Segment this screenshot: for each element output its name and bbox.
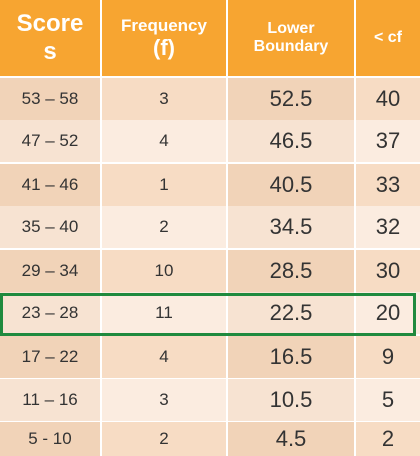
table-row: 17 – 22 4 16.5 9 <box>0 336 420 378</box>
table-row: 29 – 34 10 28.5 30 <box>0 250 420 292</box>
cell-scores: 17 – 22 <box>0 336 100 378</box>
cell-frequency: 2 <box>102 206 226 248</box>
cell-scores: 47 – 52 <box>0 120 100 162</box>
cell-lower-boundary: 22.5 <box>228 292 354 334</box>
cell-frequency: 4 <box>102 336 226 378</box>
table-row: 5 - 10 2 4.5 2 <box>0 422 420 456</box>
cell-less-cf: 40 <box>356 78 420 120</box>
header-less-cf-label: < cf <box>373 28 402 46</box>
cell-lower-boundary: 40.5 <box>228 164 354 206</box>
header-frequency-label: Frequency <box>121 15 207 35</box>
table-row: 41 – 46 1 40.5 33 <box>0 164 420 206</box>
cell-frequency: 1 <box>102 164 226 206</box>
cell-scores: 53 – 58 <box>0 78 100 120</box>
cell-less-cf: 37 <box>356 120 420 162</box>
cell-lower-boundary: 52.5 <box>228 78 354 120</box>
table-header: Score s Frequency (f) Lower Boundary < c… <box>0 0 420 76</box>
table-row: 23 – 28 11 22.5 20 <box>0 292 420 334</box>
cell-less-cf: 2 <box>356 422 420 456</box>
header-frequency: Frequency (f) <box>102 0 226 76</box>
cell-lower-boundary: 10.5 <box>228 379 354 421</box>
cell-lower-boundary: 34.5 <box>228 206 354 248</box>
cell-lower-boundary: 28.5 <box>228 250 354 292</box>
cell-lower-boundary: 4.5 <box>228 422 354 456</box>
cell-frequency: 10 <box>102 250 226 292</box>
cell-less-cf: 20 <box>356 292 420 334</box>
header-scores-label: Score s <box>16 10 84 65</box>
cell-lower-boundary: 46.5 <box>228 120 354 162</box>
header-lower-boundary-label: Lower Boundary <box>253 19 329 55</box>
cell-less-cf: 5 <box>356 379 420 421</box>
cell-less-cf: 30 <box>356 250 420 292</box>
header-less-cf: < cf <box>356 0 420 76</box>
cell-scores: 35 – 40 <box>0 206 100 248</box>
cell-less-cf: 32 <box>356 206 420 248</box>
cell-frequency: 11 <box>102 292 226 334</box>
table-row: 11 – 16 3 10.5 5 <box>0 379 420 421</box>
cell-scores: 29 – 34 <box>0 250 100 292</box>
cell-frequency: 4 <box>102 120 226 162</box>
cell-lower-boundary: 16.5 <box>228 336 354 378</box>
cell-frequency: 2 <box>102 422 226 456</box>
table-row: 47 – 52 4 46.5 37 <box>0 120 420 162</box>
cell-scores: 5 - 10 <box>0 422 100 456</box>
cell-frequency: 3 <box>102 78 226 120</box>
cell-scores: 11 – 16 <box>0 379 100 421</box>
cell-less-cf: 9 <box>356 336 420 378</box>
table-row: 35 – 40 2 34.5 32 <box>0 206 420 248</box>
header-scores: Score s <box>0 0 100 76</box>
cell-frequency: 3 <box>102 379 226 421</box>
header-frequency-symbol: (f) <box>153 35 175 61</box>
cell-scores: 23 – 28 <box>0 292 100 334</box>
header-lower-boundary: Lower Boundary <box>228 0 354 76</box>
table-row: 53 – 58 3 52.5 40 <box>0 78 420 120</box>
cell-less-cf: 33 <box>356 164 420 206</box>
cell-scores: 41 – 46 <box>0 164 100 206</box>
